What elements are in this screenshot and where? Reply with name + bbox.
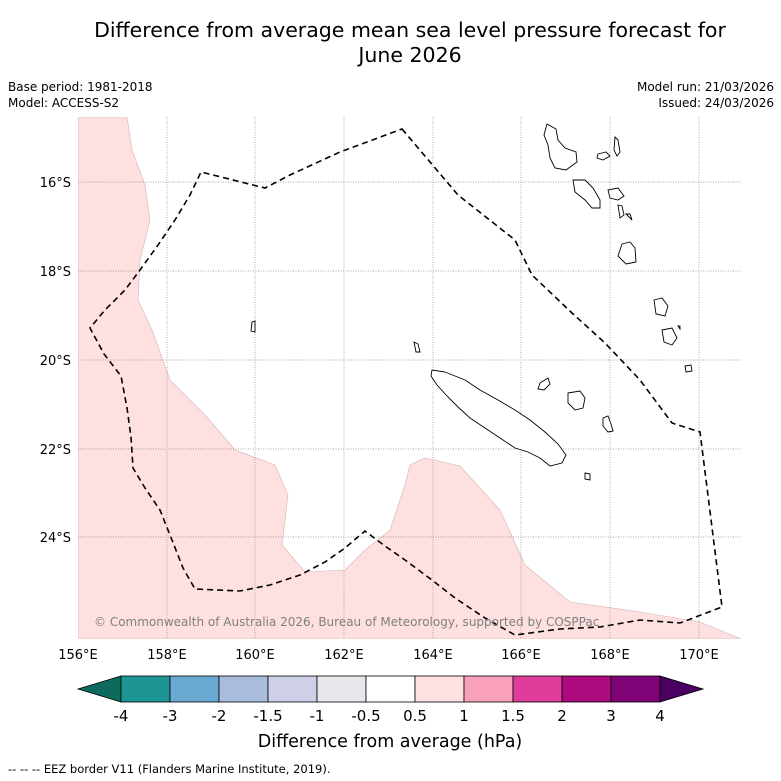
colorbar-extend-low xyxy=(76,675,122,703)
map-title: Difference from average mean sea level p… xyxy=(40,18,780,68)
lon-label: 168°E xyxy=(590,648,630,663)
colorbar-segment xyxy=(365,675,416,703)
colorbar-tick-label: -2 xyxy=(212,707,227,725)
lon-label: 170°E xyxy=(679,648,719,663)
colorbar-segment xyxy=(512,675,563,703)
meta-left: Base period: 1981-2018 Model: ACCESS-S2 xyxy=(8,79,153,111)
colorbar-segment xyxy=(610,675,661,703)
colorbar-title: Difference from average (hPa) xyxy=(258,732,523,752)
colorbar-segment xyxy=(316,675,367,703)
lon-labels: 156°E 158°E 160°E 162°E 164°E 166°E 168°… xyxy=(58,648,719,663)
colorbar-segment xyxy=(120,675,171,703)
colorbar-tick-label: -1.5 xyxy=(253,707,282,725)
anomaly-region-west xyxy=(78,117,741,639)
model-name: Model: ACCESS-S2 xyxy=(8,96,120,110)
lat-labels: 16°S 18°S 20°S 22°S 24°S xyxy=(40,176,71,546)
colorbar-segment xyxy=(414,675,465,703)
island-espiritu-santo xyxy=(543,123,578,171)
lon-label: 158°E xyxy=(147,648,187,663)
issued-date: Issued: 24/03/2026 xyxy=(658,96,774,110)
lat-label: 16°S xyxy=(40,176,71,191)
colorbar-labels: -4 -3 -2 -1.5 -1 -0.5 0.5 1 1.5 2 3 4 xyxy=(114,707,665,725)
colorbar-segment xyxy=(169,675,220,703)
colorbar-tick-label: 1 xyxy=(459,707,469,725)
colorbar-tick-label: 0.5 xyxy=(403,707,427,725)
colorbar xyxy=(76,675,705,703)
lat-label: 18°S xyxy=(40,265,71,280)
colorbar-tick-label: -3 xyxy=(163,707,178,725)
lon-label: 156°E xyxy=(58,648,98,663)
lat-label: 22°S xyxy=(40,443,71,458)
colorbar-extend-high xyxy=(659,675,705,703)
lat-label: 20°S xyxy=(40,354,71,369)
colorbar-segment xyxy=(561,675,612,703)
map-title-line2: June 2026 xyxy=(358,43,462,67)
base-period: Base period: 1981-2018 xyxy=(8,80,153,94)
gridlines xyxy=(78,117,741,639)
map-panel: © Commonwealth of Australia 2026, Bureau… xyxy=(78,117,741,639)
colorbar-segment xyxy=(463,675,514,703)
colorbar-tick-label: 3 xyxy=(606,707,616,725)
colorbar-tick-label: 4 xyxy=(655,707,665,725)
colorbar-tick-label: -1 xyxy=(310,707,325,725)
colorbar-tick-label: -0.5 xyxy=(351,707,380,725)
colorbar-segment xyxy=(267,675,318,703)
lon-label: 162°E xyxy=(324,648,364,663)
islands xyxy=(250,123,693,481)
colorbar-segment xyxy=(218,675,269,703)
lat-label: 24°S xyxy=(40,531,71,546)
lon-label: 166°E xyxy=(501,648,541,663)
island-grande-terre xyxy=(430,369,567,467)
colorbar-tick-label: 1.5 xyxy=(501,707,525,725)
eez-footnote: -- -- -- EEZ border V11 (Flanders Marine… xyxy=(8,762,331,776)
map-title-line1: Difference from average mean sea level p… xyxy=(94,18,726,42)
colorbar-tick-label: -4 xyxy=(114,707,129,725)
colorbar-tick-label: 2 xyxy=(557,707,567,725)
model-run: Model run: 21/03/2026 xyxy=(636,80,774,94)
lon-label: 164°E xyxy=(413,648,453,663)
meta-right: Model run: 21/03/2026 Issued: 24/03/2026 xyxy=(637,79,774,111)
map-copyright: © Commonwealth of Australia 2026, Bureau… xyxy=(94,615,599,629)
lon-label: 160°E xyxy=(235,648,275,663)
